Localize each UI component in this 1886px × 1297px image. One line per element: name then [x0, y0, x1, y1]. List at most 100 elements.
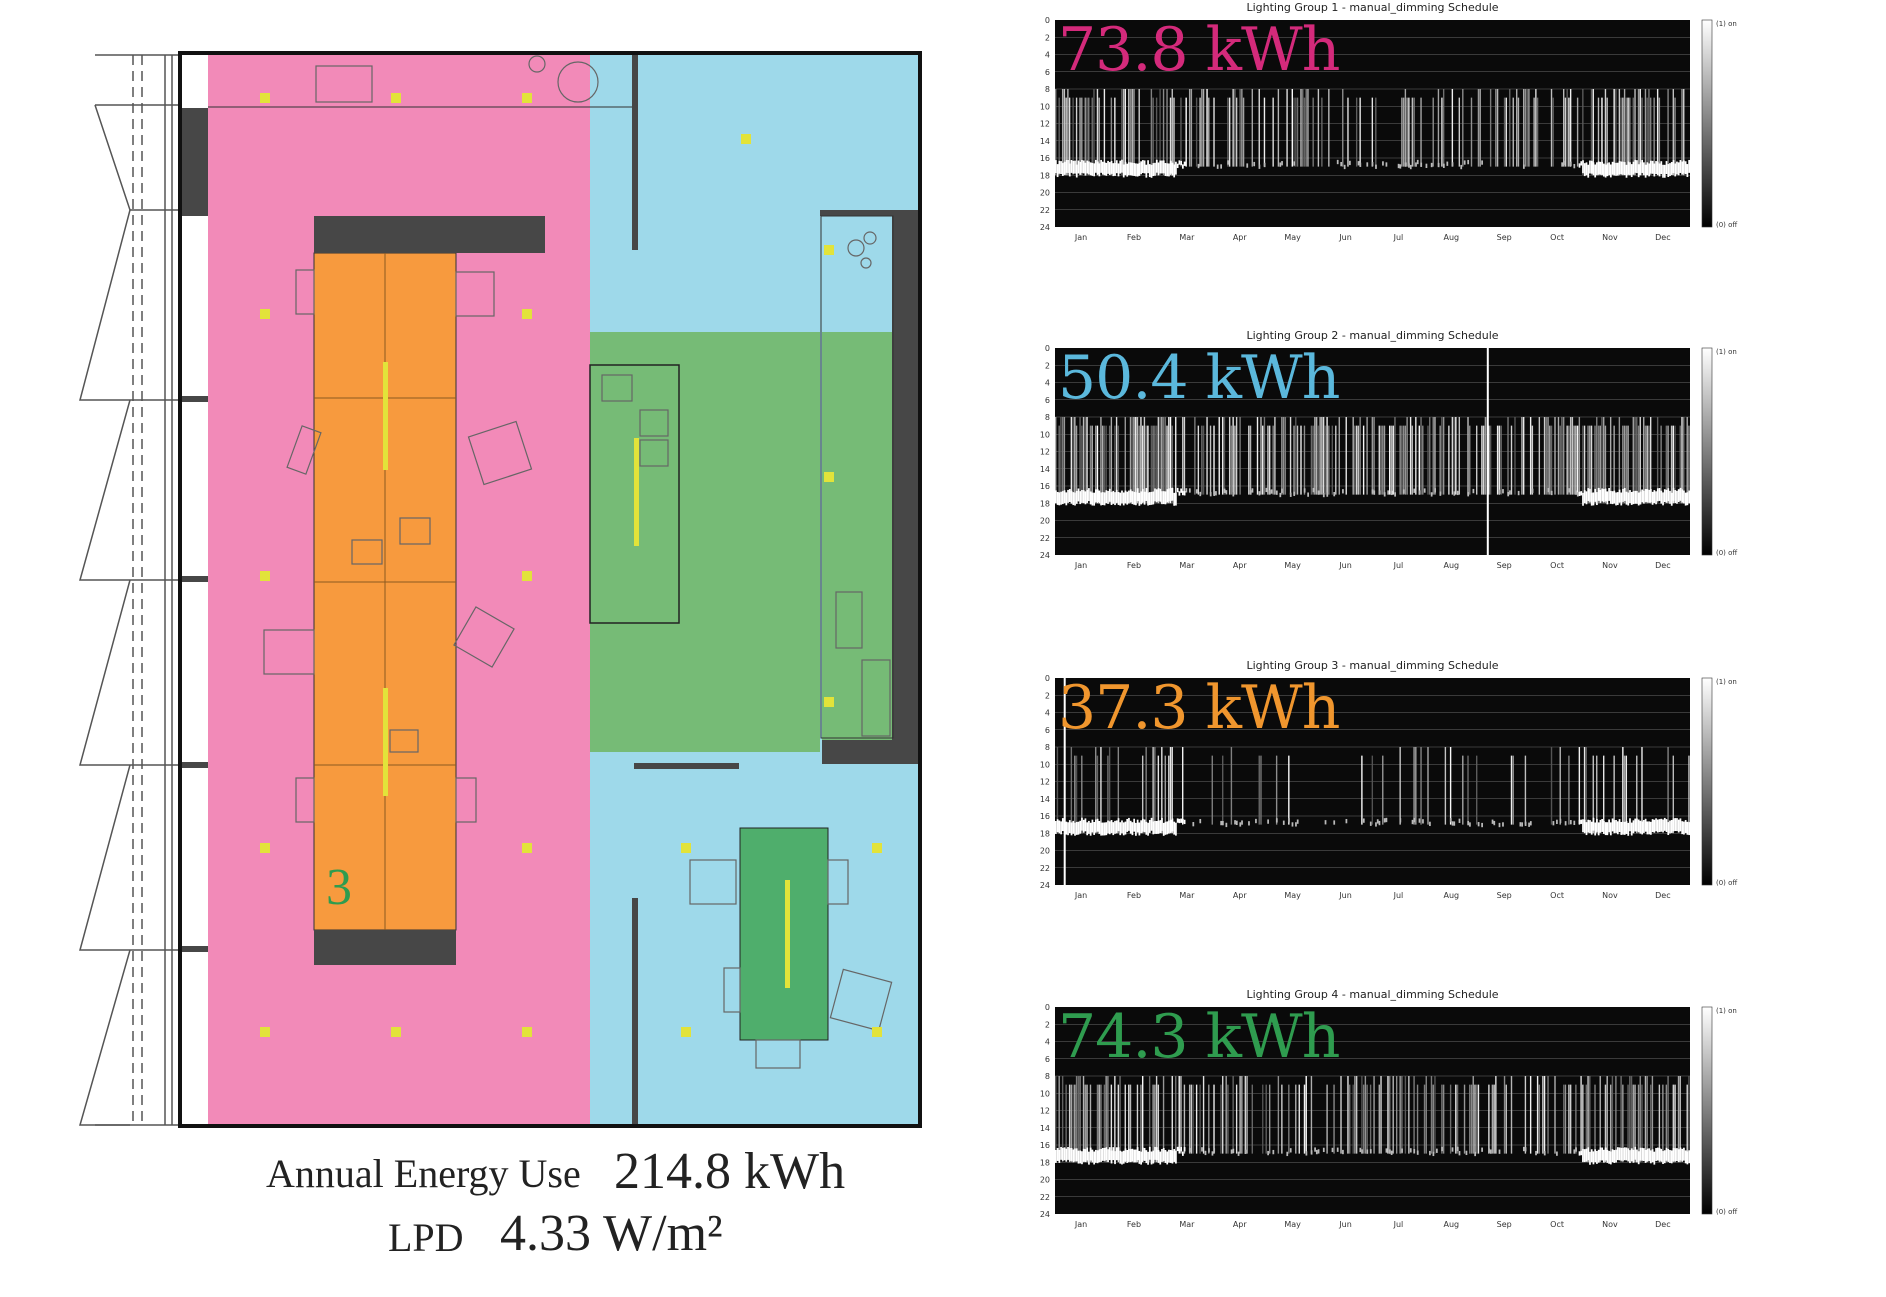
evening-bar	[1088, 488, 1090, 502]
day-bar	[1235, 417, 1238, 495]
day-bar	[1122, 89, 1125, 176]
evening-bar	[1656, 1147, 1659, 1161]
day-bar	[1641, 97, 1643, 176]
x-tick-label: Feb	[1127, 561, 1141, 570]
evening-bar	[1416, 159, 1419, 165]
evening-bar	[1115, 160, 1118, 174]
day-bar	[1413, 1076, 1415, 1154]
evening-bar	[1161, 1148, 1163, 1162]
evening-bar	[1079, 1150, 1082, 1164]
day-bar	[1190, 1084, 1193, 1154]
day-bar	[1061, 1076, 1064, 1163]
evening-bar	[1441, 1146, 1443, 1152]
evening-bar	[1481, 1147, 1483, 1152]
day-bar	[1613, 755, 1615, 834]
evening-bar	[1180, 818, 1182, 823]
lpd-value: 4.33 W/m²	[500, 1205, 723, 1262]
evening-bar	[1552, 821, 1555, 826]
day-bar	[1469, 425, 1471, 495]
evening-bar	[1119, 492, 1122, 506]
evening-bar	[1121, 1151, 1123, 1165]
evening-bar	[1669, 490, 1671, 504]
evening-bar	[1362, 818, 1365, 823]
day-bar	[1672, 425, 1674, 504]
day-bar	[1117, 747, 1120, 834]
day-bar	[1489, 89, 1492, 167]
evening-bar	[1119, 160, 1122, 174]
day-bar	[1128, 1084, 1130, 1163]
day-bar	[1528, 89, 1530, 167]
evening-bar	[1122, 822, 1125, 836]
evening-bar	[1373, 490, 1376, 495]
annual-energy-label: Annual Energy Use	[266, 1151, 581, 1196]
evening-bar	[1336, 1147, 1339, 1152]
day-bar	[1121, 89, 1123, 176]
evening-bar	[1152, 163, 1155, 177]
day-bar	[1234, 425, 1236, 495]
x-tick-label: Jun	[1338, 1220, 1352, 1229]
day-bar	[1258, 89, 1260, 167]
evening-bar	[1055, 821, 1057, 834]
evening-bar	[1651, 819, 1654, 833]
day-bar	[1390, 425, 1393, 495]
x-tick-label: Mar	[1179, 1220, 1195, 1229]
evening-bar	[1058, 820, 1061, 834]
day-bar	[1604, 89, 1607, 176]
day-bar	[1055, 1076, 1057, 1163]
evening-bar	[1288, 818, 1290, 823]
evening-bar	[1095, 819, 1097, 833]
evening-bar	[1359, 1147, 1362, 1153]
evening-bar	[1182, 164, 1184, 169]
day-bar	[1627, 1084, 1629, 1163]
evening-bar	[1653, 1151, 1656, 1165]
day-bar	[1495, 1076, 1497, 1154]
day-bar	[1258, 755, 1260, 825]
day-bar	[1672, 755, 1674, 834]
evening-bar	[1578, 819, 1581, 825]
evening-bar	[1131, 822, 1134, 836]
day-bar	[1081, 97, 1083, 176]
day-bar	[1625, 755, 1628, 834]
evening-bar	[1124, 161, 1127, 175]
day-bar	[1183, 1084, 1186, 1154]
evening-bar	[1456, 1146, 1459, 1152]
day-bar	[1399, 1076, 1401, 1154]
y-tick-label: 4	[1045, 51, 1050, 60]
day-bar	[1547, 1076, 1549, 1154]
evening-bar	[1371, 489, 1374, 494]
evening-bar	[1340, 161, 1343, 167]
y-tick-label: 6	[1045, 1055, 1050, 1064]
zone-number-label: 3	[326, 859, 352, 916]
day-bar	[1522, 89, 1525, 167]
day-bar	[1648, 425, 1650, 504]
evening-bar	[1056, 491, 1059, 505]
evening-bar	[1663, 1150, 1666, 1164]
evening-bar	[1148, 819, 1151, 833]
evening-bar	[1166, 1151, 1169, 1165]
day-bar	[1202, 89, 1205, 167]
evening-bar	[1399, 164, 1402, 169]
evening-bar	[1623, 488, 1626, 501]
day-bar	[1674, 425, 1676, 504]
evening-bar	[1068, 1148, 1071, 1162]
day-bar	[1310, 425, 1313, 495]
day-bar	[1500, 425, 1502, 495]
day-bar	[1554, 417, 1556, 495]
y-tick-label: 18	[1040, 499, 1050, 508]
day-bar	[1234, 89, 1236, 167]
evening-bar	[1648, 1148, 1650, 1162]
evening-bar	[1681, 1148, 1684, 1162]
evening-bar	[1643, 819, 1645, 833]
evening-bar	[1152, 1150, 1155, 1164]
evening-bar	[1178, 491, 1181, 496]
evening-bar	[1449, 817, 1452, 823]
evening-bar	[1672, 818, 1675, 832]
evening-bar	[1620, 1147, 1623, 1161]
evening-bar	[1091, 1149, 1094, 1163]
evening-bar	[1594, 822, 1597, 836]
evening-bar	[1382, 161, 1384, 166]
evening-bar	[1105, 490, 1108, 504]
evening-bar	[1147, 492, 1149, 506]
day-bar	[1476, 755, 1478, 825]
evening-bar	[1583, 1149, 1586, 1163]
